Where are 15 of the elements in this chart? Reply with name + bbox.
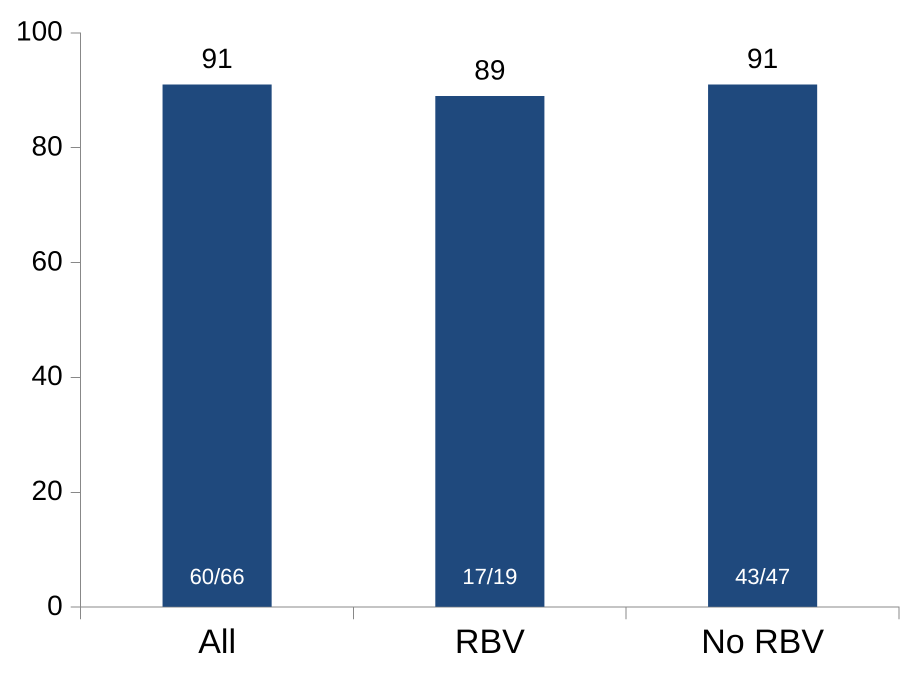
x-tick-label: RBV	[454, 622, 526, 661]
annotation: 17/19	[462, 564, 518, 589]
annotation: 43/47	[735, 564, 790, 589]
y-tick-label: 0	[47, 590, 63, 621]
x-tick-label: No RBV	[701, 622, 824, 661]
data-label: 89	[474, 54, 506, 86]
y-tick-label: 100	[16, 16, 63, 47]
y-tick-label: 40	[32, 360, 63, 392]
y-tick-label: 60	[32, 245, 63, 276]
data-label: 91	[747, 43, 778, 74]
y-tick-label: 20	[32, 475, 63, 506]
annotation: 60/66	[190, 564, 245, 589]
y-tick-label: 80	[32, 130, 63, 162]
x-tick-label: All	[198, 622, 236, 661]
data-label: 91	[202, 43, 233, 74]
